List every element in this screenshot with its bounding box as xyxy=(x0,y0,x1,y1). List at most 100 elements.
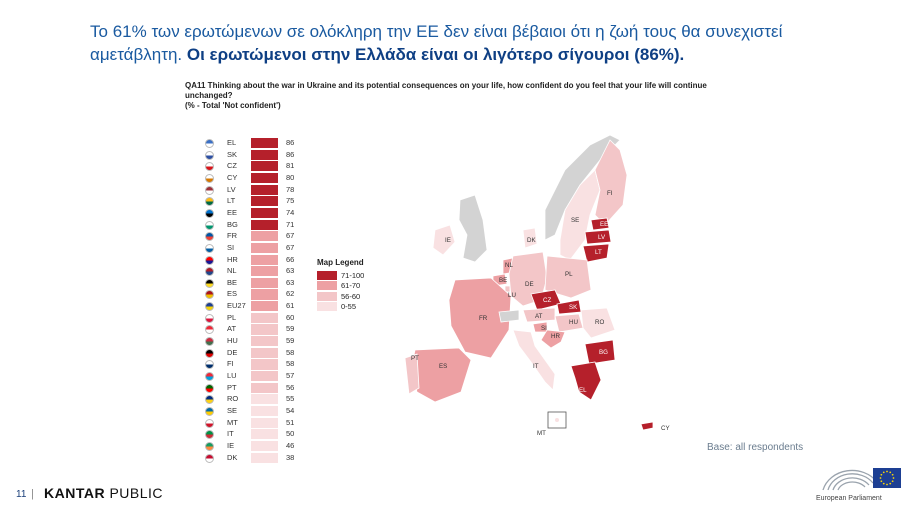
flag-icon-sk xyxy=(205,150,214,160)
bar-row-si: SI 67 xyxy=(195,242,325,255)
legend-swatch xyxy=(317,270,337,280)
country-code-label: NL xyxy=(227,266,237,276)
map-label-be: BE xyxy=(499,277,507,284)
map-label-ie: IE xyxy=(445,237,451,244)
value-label: 46 xyxy=(286,440,295,450)
bar-cell xyxy=(251,417,278,429)
country-code-label: EU27 xyxy=(227,301,246,311)
country-code-label: PL xyxy=(227,312,237,322)
bar-row-el: EL 86 xyxy=(195,138,325,150)
country-code-label: SI xyxy=(227,242,235,252)
value-label: 61 xyxy=(286,301,295,311)
legend-swatch xyxy=(317,291,337,301)
value-label: 58 xyxy=(286,347,295,357)
flag-icon-bg xyxy=(205,220,214,230)
europe-map: FI SE EE LV LT IE DK NL BE DE PL LU FR CZ SK AT HU SI HR RO… xyxy=(404,134,670,437)
bar-cell xyxy=(251,336,278,348)
map-region-cy xyxy=(640,421,654,431)
map-region-ee xyxy=(590,217,610,231)
value-label: 86 xyxy=(286,138,295,147)
map-label-pt: PT xyxy=(411,355,419,362)
flag-icon-ie xyxy=(205,441,214,451)
map-label-mt: MT xyxy=(537,430,546,437)
value-label: 59 xyxy=(286,324,295,334)
country-code-label: LT xyxy=(227,196,236,206)
map-region-pt xyxy=(404,353,420,395)
bar-row-pl: PL 60 xyxy=(195,312,325,324)
page-number: 11 xyxy=(16,489,27,500)
map-region-at xyxy=(522,307,556,323)
bar-row-eu27: EU27 61 xyxy=(195,301,325,313)
bar-cell xyxy=(251,429,278,441)
bar-cell xyxy=(251,266,278,278)
flag-icon-cz xyxy=(205,162,214,172)
value-label: 60 xyxy=(286,312,295,322)
map-region-lu xyxy=(504,285,511,293)
bar-cell xyxy=(251,289,278,301)
bar-row-bg: BG 71 xyxy=(195,219,325,231)
map-label-nl: NL xyxy=(505,262,513,269)
bar-cell xyxy=(251,184,278,196)
country-code-label: SE xyxy=(227,405,238,415)
european-parliament-label: European Parliament xyxy=(816,495,882,502)
flag-icon-mt xyxy=(205,418,214,428)
map-label-bg: BG xyxy=(599,349,608,356)
map-label-lv: LV xyxy=(598,234,606,241)
bar-cell xyxy=(251,347,278,359)
map-label-es: ES xyxy=(439,363,447,370)
country-code-label: LU xyxy=(227,371,237,380)
bar-row-fr: FR 67 xyxy=(195,231,325,243)
legend-label: 61-70 xyxy=(341,281,361,291)
bar-row-lt: LT 75 xyxy=(195,196,325,208)
map-region-de xyxy=(508,251,548,307)
country-code-label: FI xyxy=(227,359,234,369)
map-label-at: AT xyxy=(535,313,543,320)
flag-icon-cy xyxy=(205,173,214,183)
flag-icon-pl xyxy=(205,313,214,323)
value-label: 50 xyxy=(286,429,295,439)
map-region-fi xyxy=(594,139,628,226)
map-label-lt: LT xyxy=(595,249,602,256)
headline-bold: Οι ερωτώμενοι στην Ελλάδα είναι οι λιγότ… xyxy=(186,45,685,64)
map-label-se: SE xyxy=(571,217,579,224)
country-code-label: HR xyxy=(227,254,238,264)
value-label: 51 xyxy=(286,417,295,427)
bar-cell xyxy=(251,312,278,324)
map-region-pl xyxy=(544,255,592,299)
country-code-label: MT xyxy=(227,417,238,427)
flag-icon-at xyxy=(205,325,214,335)
bar-cell xyxy=(251,440,278,453)
country-code-label: DK xyxy=(227,452,238,462)
map-label-ee: EE xyxy=(600,221,608,228)
bar-cell xyxy=(251,161,278,173)
bar-row-es: ES 62 xyxy=(195,289,325,301)
bar-cell xyxy=(251,301,278,313)
value-label: 54 xyxy=(286,405,295,415)
map-legend: Map Legend 71-100 61-70 56-60 0-55 xyxy=(317,258,364,312)
flag-icon-si xyxy=(205,243,214,253)
value-label: 56 xyxy=(286,382,295,392)
value-label: 63 xyxy=(286,266,295,276)
bar-row-it: IT 50 xyxy=(195,429,325,441)
malta-inset-box xyxy=(547,411,567,429)
bar-cell xyxy=(251,242,278,255)
country-code-label: CZ xyxy=(227,161,237,171)
map-region-ch xyxy=(498,309,520,323)
flag-icon-es xyxy=(205,290,214,300)
value-label: 71 xyxy=(286,219,295,229)
bar-row-cy: CY 80 xyxy=(195,172,325,185)
bar-row-pt: PT 56 xyxy=(195,382,325,394)
bar-cell xyxy=(251,452,278,464)
bar-cell xyxy=(251,219,278,231)
bar-cell xyxy=(251,405,278,418)
bar-cell xyxy=(251,382,278,394)
question-subtitle: (% - Total 'Not confident') xyxy=(185,101,281,110)
country-code-label: HU xyxy=(227,336,238,346)
value-label: 80 xyxy=(286,172,295,182)
country-code-label: FR xyxy=(227,231,237,241)
map-label-it: IT xyxy=(533,363,539,370)
map-label-si: SI xyxy=(541,325,547,332)
value-label: 55 xyxy=(286,394,295,404)
map-label-lu: LU xyxy=(508,292,516,299)
map-region-lt xyxy=(582,243,610,263)
